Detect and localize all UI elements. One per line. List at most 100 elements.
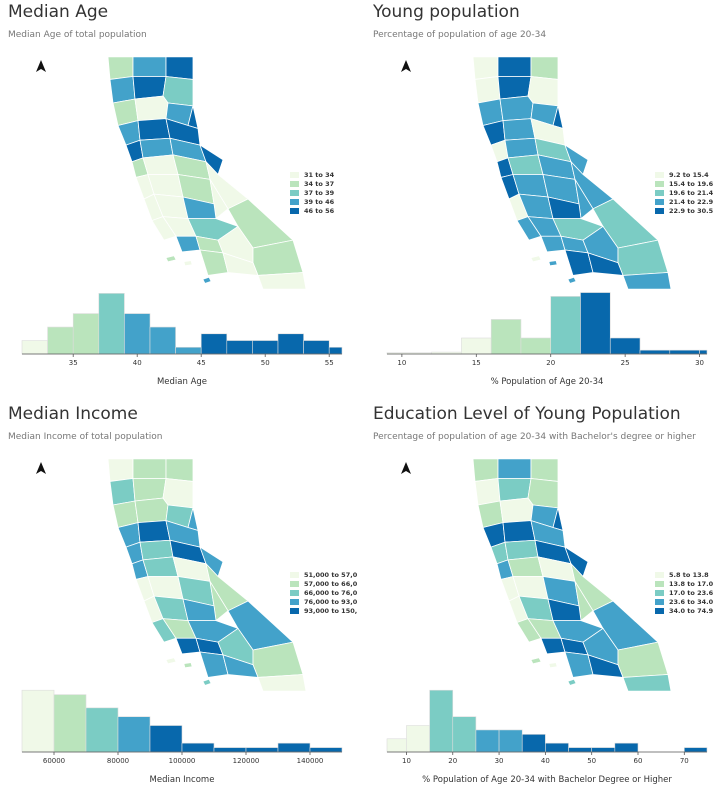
x-tick-label: 20 xyxy=(546,359,555,367)
county-region[interactable] xyxy=(499,95,534,122)
legend-label: 37 to 39 xyxy=(304,188,335,197)
island-region[interactable] xyxy=(165,657,177,665)
island-region[interactable] xyxy=(567,277,577,284)
county-region[interactable] xyxy=(530,56,559,80)
county-region[interactable] xyxy=(134,95,169,122)
county-region[interactable] xyxy=(530,520,566,548)
county-region[interactable] xyxy=(497,478,532,502)
legend-item: 37 to 39 xyxy=(290,188,334,197)
county-region[interactable] xyxy=(162,76,194,107)
county-group xyxy=(107,56,307,290)
county-region[interactable] xyxy=(472,56,499,80)
x-tick-label: 100000 xyxy=(169,757,196,765)
histogram: 10 20 30 40 50 60 70 xyxy=(386,689,708,765)
x-tick-label: 15 xyxy=(472,359,481,367)
chart-subtitle: Median Age of total population xyxy=(8,30,147,40)
island-region[interactable] xyxy=(567,679,577,686)
california-choropleth-map[interactable] xyxy=(68,52,348,292)
panel-median-income: Median Income Median Income of total pop… xyxy=(8,402,368,798)
county-region[interactable] xyxy=(134,497,169,524)
histogram-bar xyxy=(461,337,492,355)
legend-label: 51,000 to 57,0 xyxy=(304,570,358,579)
x-tick-label: 30 xyxy=(495,757,504,765)
county-region[interactable] xyxy=(622,674,672,692)
histogram-bar xyxy=(252,340,279,355)
x-tick-label: 40 xyxy=(541,757,550,765)
county-region[interactable] xyxy=(530,118,566,146)
county-region[interactable] xyxy=(530,458,559,482)
x-axis-label: Median Age xyxy=(156,377,208,387)
county-region[interactable] xyxy=(165,56,194,80)
histogram-bar xyxy=(328,346,343,355)
histogram-bar xyxy=(149,326,176,355)
county-region[interactable] xyxy=(497,56,532,77)
county-region[interactable] xyxy=(504,137,539,159)
county-region[interactable] xyxy=(474,478,501,506)
county-region[interactable] xyxy=(107,458,134,482)
chart-title: Education Level of Young Population xyxy=(373,404,681,424)
california-choropleth-map[interactable] xyxy=(433,52,713,292)
county-region[interactable] xyxy=(139,539,174,561)
histogram-bar xyxy=(53,694,87,753)
county-region[interactable] xyxy=(527,76,559,107)
county-region[interactable] xyxy=(132,478,167,502)
county-region[interactable] xyxy=(499,497,534,524)
county-region[interactable] xyxy=(497,458,532,479)
histogram: 10 15 20 25 30 xyxy=(386,292,708,367)
x-tick-label: 140000 xyxy=(297,757,324,765)
county-region[interactable] xyxy=(502,520,536,543)
histogram-bar xyxy=(614,742,639,753)
county-region[interactable] xyxy=(257,674,307,692)
island-region[interactable] xyxy=(183,662,193,668)
county-region[interactable] xyxy=(507,154,544,175)
county-region[interactable] xyxy=(109,76,136,104)
histogram: 60000 80000 100000 120000 140000 xyxy=(21,689,343,765)
county-region[interactable] xyxy=(502,118,536,141)
county-region[interactable] xyxy=(527,478,559,509)
county-region[interactable] xyxy=(142,556,179,577)
island-region[interactable] xyxy=(530,657,542,665)
county-region[interactable] xyxy=(472,458,499,482)
histogram-bar xyxy=(550,296,581,355)
island-region[interactable] xyxy=(202,277,212,284)
panel-young-population: Young population Percentage of populatio… xyxy=(373,0,727,396)
california-choropleth-map[interactable] xyxy=(68,454,348,694)
county-region[interactable] xyxy=(165,520,201,548)
chart-subtitle: Median Income of total population xyxy=(8,432,163,442)
county-region[interactable] xyxy=(139,137,174,159)
california-choropleth-map[interactable] xyxy=(433,454,713,694)
island-region[interactable] xyxy=(183,260,193,266)
island-region[interactable] xyxy=(202,679,212,686)
island-region[interactable] xyxy=(548,662,558,668)
county-region[interactable] xyxy=(622,272,672,290)
legend-item: 9.2 to 15.4 xyxy=(655,170,713,179)
county-region[interactable] xyxy=(109,478,136,506)
county-region[interactable] xyxy=(497,76,532,100)
legend-swatch xyxy=(655,171,664,178)
county-region[interactable] xyxy=(504,539,539,561)
county-region[interactable] xyxy=(165,118,201,146)
island-region[interactable] xyxy=(530,255,542,263)
county-region[interactable] xyxy=(142,154,179,175)
county-region[interactable] xyxy=(107,56,134,80)
county-region[interactable] xyxy=(132,56,167,77)
island-region[interactable] xyxy=(165,255,177,263)
county-region[interactable] xyxy=(132,458,167,479)
county-region[interactable] xyxy=(132,76,167,100)
legend-item: 39 to 46 xyxy=(290,197,334,206)
county-region[interactable] xyxy=(165,458,194,482)
x-tick-label: 120000 xyxy=(233,757,260,765)
legend-item: 34 to 37 xyxy=(290,179,334,188)
county-region[interactable] xyxy=(507,556,544,577)
x-tick-label: 10 xyxy=(397,359,406,367)
histogram-bar xyxy=(72,313,100,355)
histogram-bar xyxy=(181,742,215,753)
county-region[interactable] xyxy=(137,520,171,543)
histogram-bar xyxy=(386,738,407,753)
county-region[interactable] xyxy=(474,76,501,104)
county-region[interactable] xyxy=(257,272,307,290)
county-region[interactable] xyxy=(137,118,171,141)
county-region[interactable] xyxy=(162,478,194,509)
histogram-bar xyxy=(245,747,279,753)
island-region[interactable] xyxy=(548,260,558,266)
